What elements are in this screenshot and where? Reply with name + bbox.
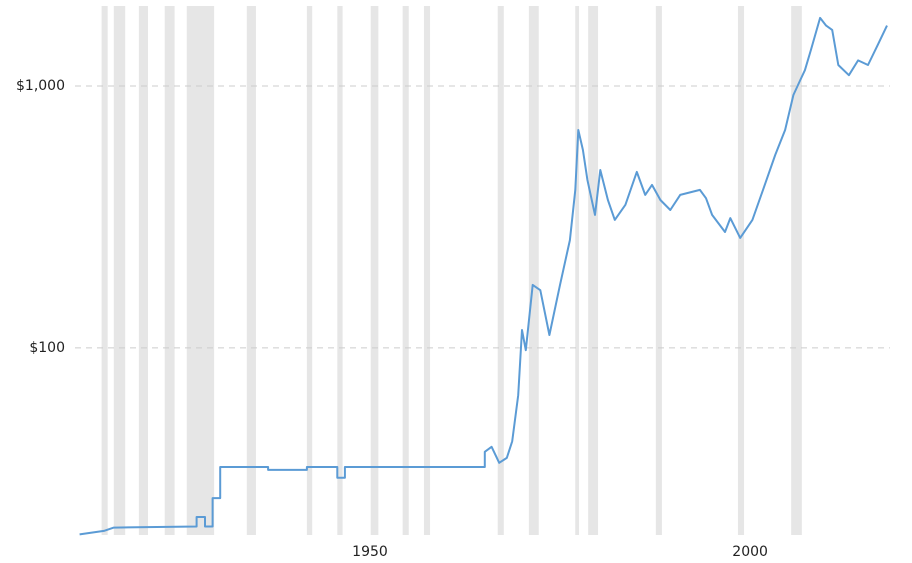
recession-band	[138, 6, 148, 535]
recession-band	[113, 6, 126, 535]
recession-band	[337, 6, 343, 535]
recession-band	[101, 6, 108, 535]
recession-band	[497, 6, 504, 535]
x-tick-label: 1950	[352, 544, 388, 560]
recession-band	[186, 6, 215, 535]
recession-band	[528, 6, 539, 535]
price-line	[79, 16, 888, 536]
recession-band	[423, 6, 431, 535]
recession-band	[370, 6, 379, 535]
y-tick-label: $100	[29, 340, 65, 356]
recession-band	[655, 6, 662, 535]
y-tick-label: $1,000	[16, 78, 65, 94]
recession-band	[575, 6, 580, 535]
recession-band	[588, 6, 599, 535]
recession-band	[791, 6, 802, 535]
recession-band	[246, 6, 256, 535]
recession-band	[737, 6, 745, 535]
x-tick-label: 2000	[732, 544, 768, 560]
recession-band	[402, 6, 409, 535]
recession-band	[164, 6, 175, 535]
recession-band	[306, 6, 313, 535]
